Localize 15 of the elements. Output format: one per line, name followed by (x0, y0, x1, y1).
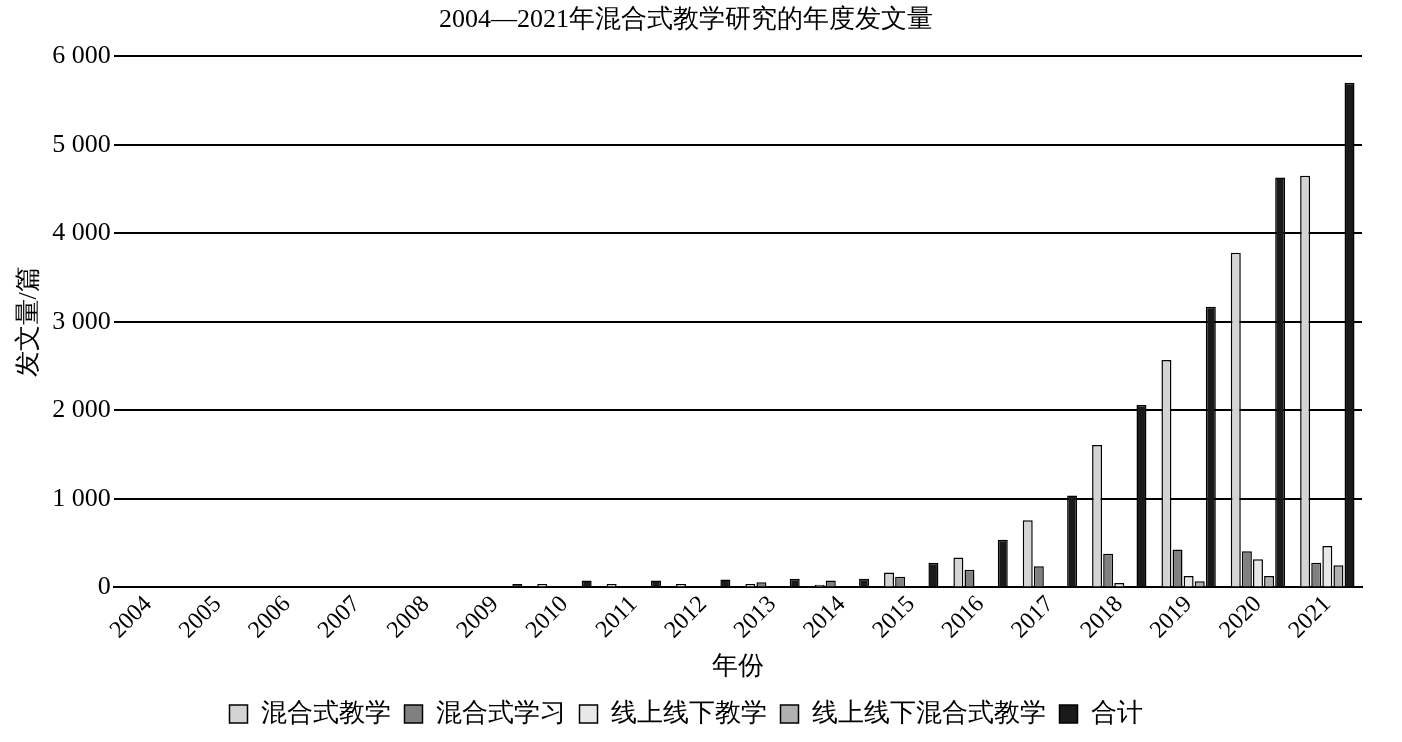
chart-title: 2004—2021年混合式教学研究的年度发文量 (439, 4, 933, 34)
y-tick-label: 0 (97, 571, 111, 601)
legend-label: 合计 (1090, 697, 1143, 727)
y-tick-label: 6 000 (52, 40, 111, 70)
x-axis-title: 年份 (711, 651, 764, 681)
y-tick-label: 5 000 (52, 128, 111, 158)
legend-label: 线上线下混合式教学 (811, 697, 1046, 727)
y-tick-label: 2 000 (52, 394, 111, 424)
y-tick-label: 1 000 (52, 482, 111, 512)
legend-label: 线上线下教学 (610, 697, 767, 727)
y-tick-label: 3 000 (52, 305, 111, 335)
y-tick-label: 4 000 (52, 217, 111, 247)
legend-label: 混合式学习 (435, 697, 566, 727)
legend-label: 混合式教学 (260, 697, 391, 727)
y-axis-title: 发文量/篇 (13, 266, 43, 378)
